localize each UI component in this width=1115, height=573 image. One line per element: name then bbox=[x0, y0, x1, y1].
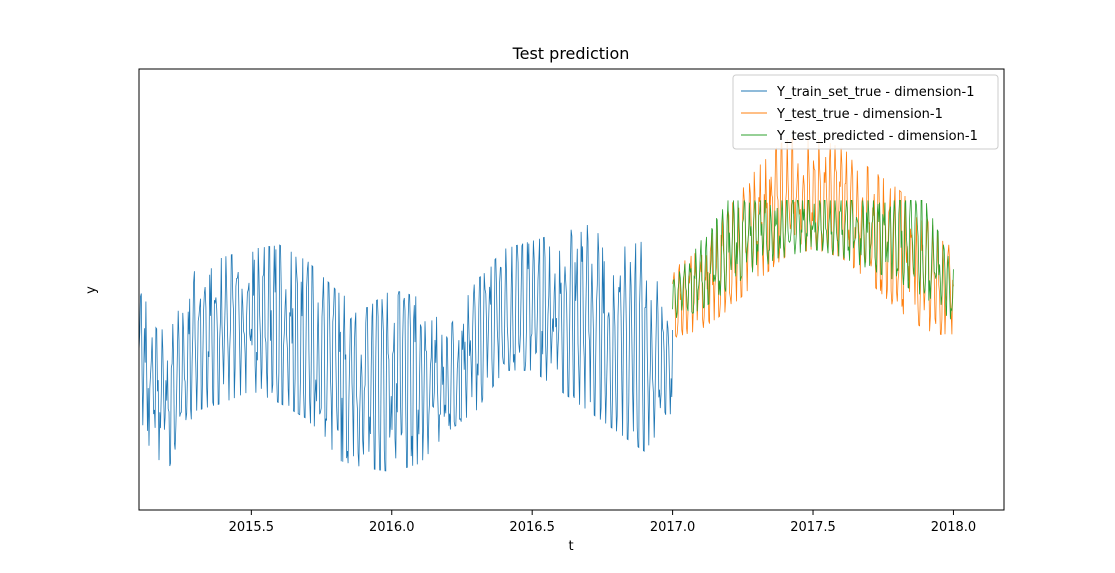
series-line-2 bbox=[672, 136, 954, 338]
series-line-3 bbox=[672, 200, 954, 320]
axes-frame bbox=[138, 68, 1005, 511]
plot-lines bbox=[138, 136, 954, 472]
legend-label: Y_test_predicted - dimension-1 bbox=[776, 129, 978, 144]
x-tick-label: 2018.0 bbox=[931, 520, 977, 535]
legend-label: Y_train_set_true - dimension-1 bbox=[776, 85, 975, 100]
x-tick-label: 2017.0 bbox=[650, 520, 696, 535]
x-tick-label: 2016.0 bbox=[369, 520, 415, 535]
legend: Y_train_set_true - dimension-1 Y_test_tru… bbox=[732, 74, 999, 150]
chart-title: Test prediction bbox=[512, 44, 630, 63]
series-line-1 bbox=[138, 224, 673, 472]
x-axis-label: t bbox=[568, 539, 573, 554]
y-axis-label: y bbox=[84, 286, 99, 294]
x-tick-label: 2017.5 bbox=[790, 520, 836, 535]
x-axis-ticks: 2015.5 2016.0 2016.5 2017.0 2017.5 2018.0 bbox=[229, 510, 977, 535]
x-tick-label: 2016.5 bbox=[509, 520, 555, 535]
x-tick-label: 2015.5 bbox=[229, 520, 275, 535]
legend-label: Y_test_true - dimension-1 bbox=[776, 107, 943, 122]
legend-box bbox=[732, 74, 999, 150]
